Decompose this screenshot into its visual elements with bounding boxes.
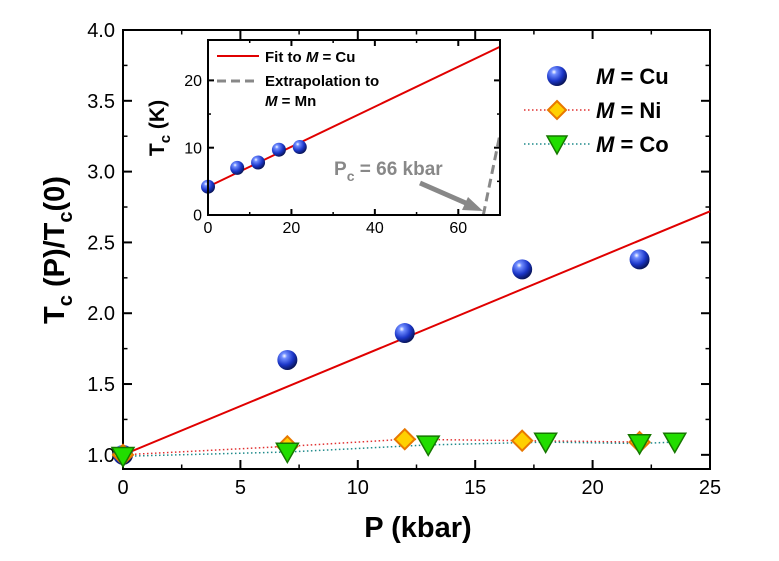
inset-plot-background (208, 40, 500, 215)
main-legend: M = Cu M = Ni M = Co (524, 64, 669, 157)
data-point-triangle (662, 432, 688, 455)
inset-plot-frame (207, 39, 501, 216)
legend-marker-ni (546, 99, 568, 121)
inset-y-axis-label: Tc (K) (146, 100, 174, 156)
data-point-triangle (533, 432, 558, 455)
legend-item-ni: M = Ni (524, 98, 661, 123)
y-tick-label: 0 (193, 208, 202, 225)
inset-annotation: Pc = 66 kbar (334, 159, 483, 211)
y-tick-label: 2.0 (87, 303, 115, 325)
y-tick-label: 20 (184, 73, 202, 90)
y-tick-label: 4.0 (87, 20, 115, 42)
data-point-triangle (275, 442, 300, 464)
series-line-2 (122, 441, 675, 458)
y-tick-label: 1.5 (87, 374, 115, 396)
data-point-diamond (393, 427, 417, 451)
x-tick-label: 60 (449, 220, 467, 237)
legend-marker-co (545, 135, 569, 156)
main-ticks (122, 29, 711, 469)
legend-label-ni: M = Ni (596, 98, 661, 123)
data-point-sphere (277, 349, 298, 370)
x-tick-label: 10 (347, 477, 369, 499)
data-point-triangle (110, 446, 136, 469)
x-tick-label: 25 (699, 477, 721, 499)
x-tick-label: 5 (235, 477, 246, 499)
inset-annotation-label: Pc = 66 kbar (334, 159, 443, 184)
y-tick-label: 3.5 (87, 91, 115, 113)
x-tick-label: 0 (117, 477, 128, 499)
inset-annotation-arrow-shaft (418, 180, 470, 207)
main-series-marks (110, 249, 688, 469)
inset-legend-extrap-label-2: M = Mn (265, 93, 316, 110)
data-point-diamond (510, 429, 534, 453)
series-line-1 (122, 438, 640, 456)
y-tick-label: 3.0 (87, 162, 115, 184)
inset-annotation-arrow-head (462, 197, 483, 211)
data-point-sphere (230, 160, 245, 175)
inset-legend: Fit to M = Cu Extrapolation to M = Mn (217, 49, 379, 110)
legend-item-co: M = Co (524, 132, 669, 157)
inset-y-tick-labels: 0 10 20 (184, 73, 202, 225)
inset-legend-extrap-label-1: Extrapolation to (265, 73, 379, 90)
main-series-lines (122, 210, 711, 458)
legend-label-cu: M = Cu (596, 64, 669, 89)
data-point-sphere (292, 140, 307, 155)
data-point-sphere (251, 155, 266, 170)
x-tick-label: 0 (204, 220, 213, 237)
inset-series-marks (201, 140, 307, 194)
main-plot: 0 5 10 15 20 25 1.0 1.5 2.0 2.5 3.0 3.5 4.0 P (kbar… (39, 20, 721, 544)
data-point-triangle (627, 433, 652, 456)
legend-label-co: M = Co (596, 132, 669, 157)
data-point-sphere (394, 323, 415, 344)
inset-x-tick-labels: 0 20 40 60 (204, 220, 468, 237)
y-tick-label: 1.0 (87, 445, 115, 467)
y-tick-label: 2.5 (87, 232, 115, 254)
data-point-triangle (415, 435, 441, 457)
x-tick-label: 20 (283, 220, 301, 237)
main-x-tick-labels: 0 5 10 15 20 25 (117, 477, 721, 499)
y-axis-label: Tc (P)/Tc(0) (39, 176, 77, 324)
x-tick-label: 15 (464, 477, 486, 499)
y-tick-label: 10 (184, 140, 202, 157)
x-tick-label: 40 (366, 220, 384, 237)
data-point-sphere (629, 249, 650, 270)
inset-legend-fit-label: Fit to M = Cu (265, 49, 355, 66)
inset-plot: 0 20 40 60 0 10 20 Tc (K) Fit to M = Cu Extra… (146, 39, 502, 237)
main-y-tick-labels: 1.0 1.5 2.0 2.5 3.0 3.5 4.0 (87, 20, 115, 467)
x-axis-label: P (kbar) (364, 512, 471, 544)
x-tick-label: 20 (581, 477, 603, 499)
legend-item-cu: M = Cu (547, 64, 669, 89)
data-point-sphere (512, 259, 533, 280)
legend-marker-cu (547, 66, 567, 86)
fit-line (122, 210, 711, 456)
data-point-sphere (271, 142, 286, 157)
